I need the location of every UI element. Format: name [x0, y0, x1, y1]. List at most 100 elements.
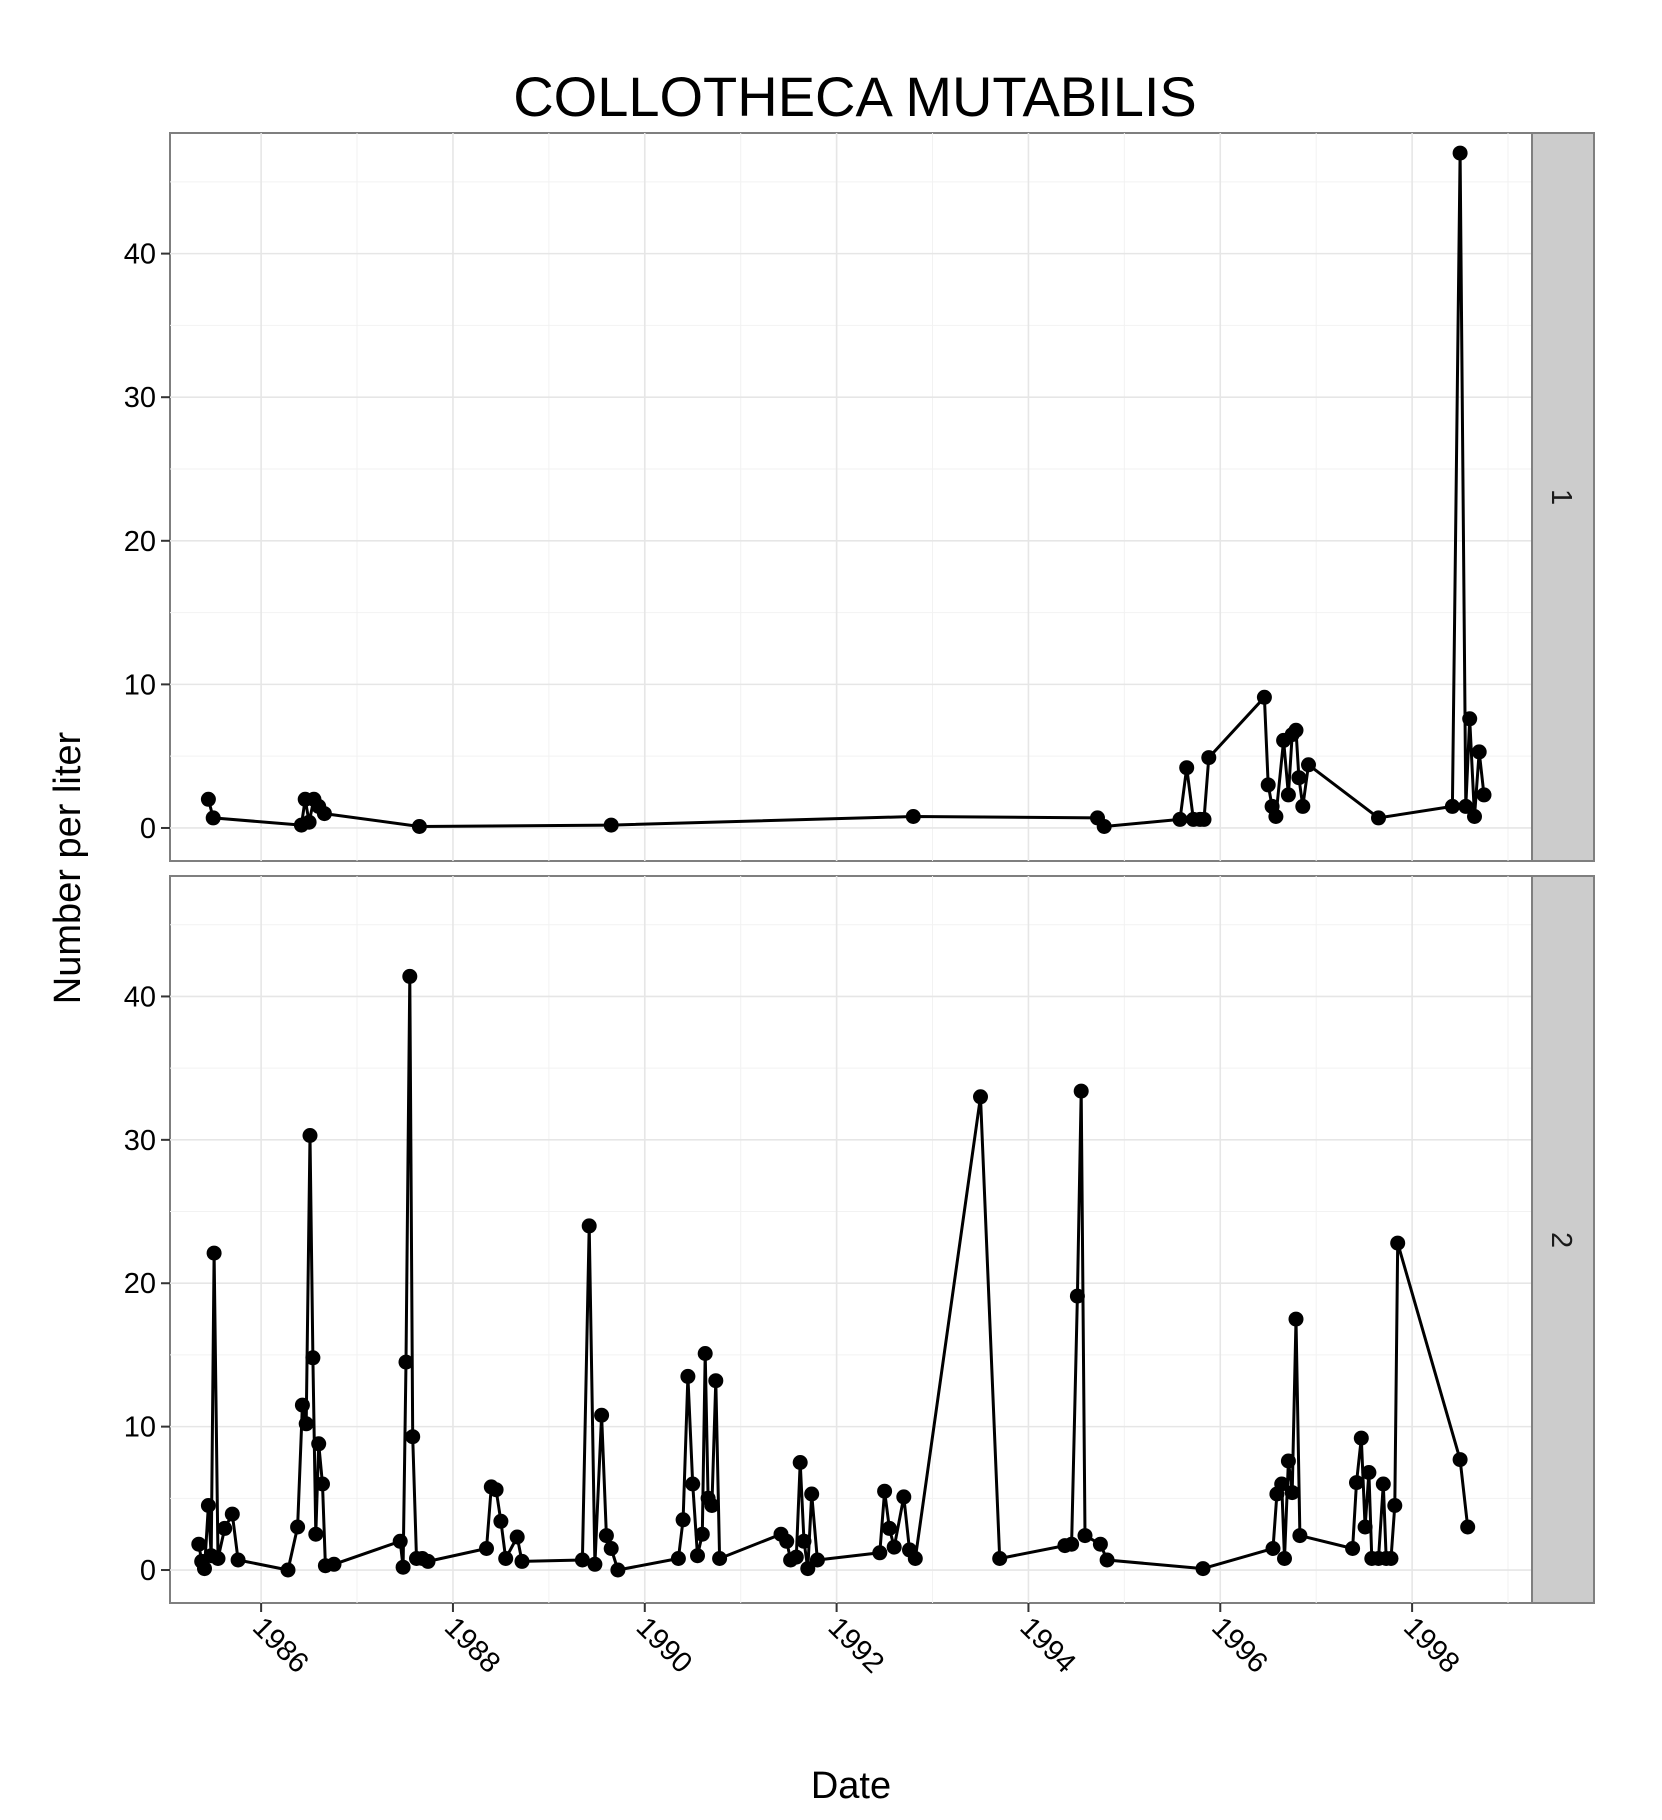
data-point	[1295, 798, 1311, 814]
data-point	[1277, 1551, 1292, 1566]
data-point	[200, 791, 216, 807]
data-point	[1265, 1541, 1281, 1556]
data-point	[1375, 1476, 1391, 1492]
x-tick-label: 1990	[630, 1611, 698, 1679]
data-point	[1361, 1465, 1377, 1480]
data-point	[514, 1553, 530, 1569]
y-tick-label: 30	[124, 1125, 156, 1157]
data-point	[796, 1533, 812, 1549]
y-tick-label: 30	[124, 382, 156, 414]
panel-background	[169, 132, 1533, 862]
data-point	[210, 1551, 226, 1566]
data-point	[498, 1551, 514, 1566]
facet-strip-label: 1	[1545, 489, 1577, 505]
data-point	[1383, 1551, 1399, 1566]
x-tick-label: 1996	[1205, 1611, 1273, 1679]
data-point	[685, 1476, 701, 1492]
data-point	[896, 1489, 912, 1505]
data-point	[316, 806, 332, 822]
data-point	[191, 1536, 207, 1552]
data-point	[493, 1513, 509, 1529]
data-point	[1292, 1528, 1308, 1544]
data-point	[411, 819, 427, 834]
data-point	[1260, 777, 1276, 793]
data-point	[1301, 757, 1316, 773]
y-tick-label: 10	[124, 1412, 156, 1444]
y-tick-label: 0	[140, 813, 156, 845]
data-point	[205, 810, 221, 826]
data-point	[1195, 1561, 1211, 1577]
data-point	[788, 1549, 804, 1565]
x-tick-label: 1998	[1397, 1611, 1465, 1679]
facet-2: 2 0 10 20 30 40	[124, 875, 1595, 1604]
data-point	[670, 1551, 686, 1566]
data-point	[1390, 1235, 1406, 1251]
x-tick-label: 1986	[246, 1611, 314, 1679]
data-point	[1458, 798, 1474, 814]
data-point	[280, 1562, 296, 1578]
data-point	[809, 1552, 825, 1568]
data-point	[294, 1397, 310, 1413]
data-point	[308, 1526, 324, 1542]
y-axis: 0 10 20 30 40	[124, 981, 170, 1587]
data-point	[311, 1436, 327, 1452]
data-point	[1444, 798, 1460, 814]
data-point	[905, 809, 921, 824]
data-point	[1284, 1485, 1300, 1501]
data-point	[690, 1548, 705, 1564]
data-point	[398, 1354, 414, 1370]
data-point	[603, 1541, 619, 1556]
data-point	[779, 1533, 795, 1549]
data-point	[1069, 1288, 1085, 1304]
data-point	[420, 1553, 436, 1569]
data-point	[1387, 1498, 1403, 1513]
grid	[170, 876, 1532, 1603]
data-point	[1371, 810, 1386, 826]
facet-strip-label: 2	[1545, 1232, 1577, 1248]
data-point	[1288, 722, 1304, 738]
data-point	[1256, 689, 1272, 705]
data-point	[1288, 1311, 1304, 1327]
data-point	[675, 1512, 691, 1528]
data-point	[402, 968, 418, 984]
data-point	[200, 1498, 216, 1513]
data-point	[800, 1561, 816, 1577]
data-point	[694, 1526, 710, 1542]
data-point	[712, 1551, 728, 1566]
y-tick-label: 10	[124, 669, 156, 701]
data-point	[1452, 1452, 1468, 1468]
data-point	[1467, 809, 1482, 824]
facet-strip	[1531, 132, 1595, 862]
data-point	[1452, 145, 1468, 161]
data-point	[479, 1541, 494, 1556]
data-point	[1268, 809, 1284, 824]
data-point	[704, 1498, 720, 1513]
data-point	[290, 1519, 306, 1535]
data-point	[230, 1552, 246, 1568]
x-tick-label: 1992	[822, 1611, 890, 1679]
data-point	[1353, 1430, 1369, 1446]
data-point	[395, 1559, 411, 1575]
data-point	[1172, 811, 1188, 827]
data-point	[587, 1556, 603, 1572]
y-axis-title: Number per liter	[47, 731, 89, 1004]
data-point	[603, 817, 619, 833]
data-point	[1476, 787, 1492, 803]
data-point	[907, 1551, 923, 1566]
data-point	[1077, 1528, 1093, 1544]
data-point	[1274, 1476, 1290, 1492]
data-point	[224, 1506, 240, 1522]
data-point	[488, 1482, 504, 1498]
data-point	[315, 1476, 330, 1492]
facet-1: 1 0 10 20 30 40	[124, 132, 1595, 862]
data-point	[1280, 787, 1296, 803]
data-point	[594, 1407, 610, 1423]
data-point	[206, 1245, 222, 1261]
data-point	[1471, 744, 1487, 760]
data-point	[697, 1346, 713, 1361]
data-point	[1349, 1475, 1364, 1491]
data-point	[197, 1561, 212, 1577]
series	[200, 145, 1492, 834]
x-axis-title: Date	[811, 1765, 891, 1807]
